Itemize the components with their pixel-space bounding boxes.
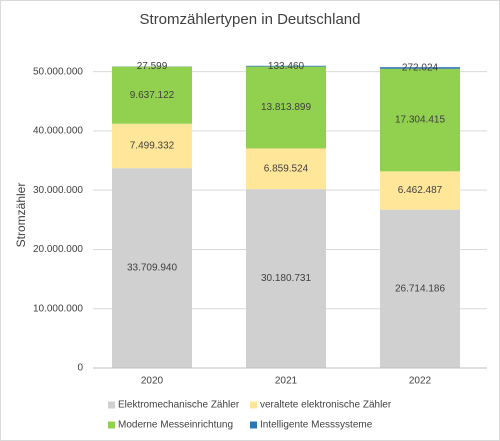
data-label: 30.180.731 [261,273,311,284]
y-tick-label: 30.000.000 [33,185,83,196]
legend-label: Intelligente Messsysteme [260,420,373,431]
y-tick-label: 0 [77,363,83,374]
bar-segment [380,67,460,69]
x-tick-label: 2020 [141,376,164,387]
legend-swatch [250,401,257,409]
data-label: 133.460 [268,61,305,72]
data-label: 13.813.899 [261,102,311,113]
data-label: 26.714.186 [395,283,445,294]
legend-swatch [108,421,115,429]
y-tick-label: 10.000.000 [33,303,83,314]
data-label: 272.024 [402,63,439,74]
legend-label: Elektromechanische Zähler [118,400,240,411]
data-label: 27.599 [137,61,168,72]
bar-segment [246,66,326,149]
data-label: 6.859.524 [264,163,309,174]
bar-segment [112,123,192,169]
chart-title: Stromzählertypen in Deutschland [140,11,361,28]
bar-segment [246,189,326,368]
y-axis-title: Stromzähler [14,183,28,248]
y-tick-label: 20.000.000 [33,244,83,255]
bar-segment [246,65,326,67]
data-label: 33.709.940 [127,263,177,274]
data-label: 17.304.415 [395,115,445,126]
y-tick-label: 50.000.000 [33,66,83,77]
bar-segment [380,68,460,172]
bar-segment [380,171,460,210]
data-label: 9.637.122 [130,90,175,101]
x-tick-label: 2021 [275,376,298,387]
data-label: 7.499.332 [130,141,175,152]
data-label: 6.462.487 [398,185,443,196]
bar-segment [112,168,192,368]
bar-segment [246,148,326,190]
y-tick-label: 40.000.000 [33,126,83,137]
bar-segment [380,209,460,368]
legend-swatch [250,421,257,429]
legend-label: Moderne Messeinrichtung [118,420,233,431]
x-tick-label: 2022 [409,376,432,387]
legend-swatch [108,401,115,409]
legend-label: veraltete elektronische Zähler [260,400,392,411]
bar-segment [112,66,192,124]
